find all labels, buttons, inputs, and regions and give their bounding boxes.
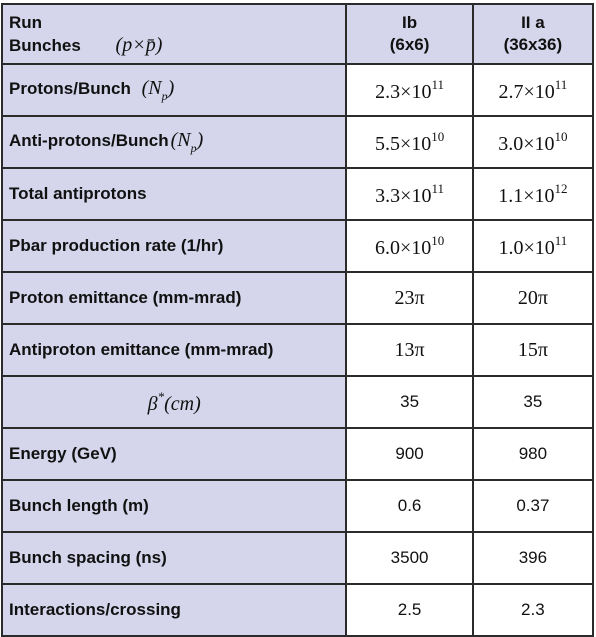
table-row: Energy (GeV) 900 980: [0, 427, 595, 481]
header-bunches: Bunches: [9, 35, 81, 55]
iia-value: 0.37: [471, 479, 595, 533]
ib-value: 0.6: [345, 479, 474, 533]
ib-value: 6.0×1010: [345, 219, 474, 273]
iia-value: 20π: [471, 271, 595, 325]
row-label: Protons/Bunch (Np): [0, 63, 348, 117]
header-ib-cell: Ib (6x6): [345, 3, 474, 65]
ib-value: 5.5×1010: [345, 115, 474, 169]
iia-value: 1.1×1012: [471, 167, 595, 221]
header-ib-sub: (6x6): [389, 35, 430, 54]
header-iia-title: II a: [521, 13, 545, 32]
iia-value: 980: [471, 427, 595, 481]
iia-value: 396: [471, 531, 595, 585]
header-formula: (p×p̄): [115, 33, 163, 56]
header-row: Run Bunches (p×p̄) Ib (6x6) II a (36x36): [0, 3, 595, 65]
ib-value: 900: [345, 427, 474, 481]
ib-value: 3.3×1011: [345, 167, 474, 221]
table-row: Pbar production rate (1/hr) 6.0×1010 1.0…: [0, 219, 595, 273]
header-iia-cell: II a (36x36): [471, 3, 595, 65]
ib-value: 3500: [345, 531, 474, 585]
table-row: Interactions/crossing 2.5 2.3: [0, 583, 595, 637]
table-row: Bunch spacing (ns) 3500 396: [0, 531, 595, 585]
iia-value: 15π: [471, 323, 595, 377]
row-label: Proton emittance (mm-mrad): [0, 271, 348, 325]
row-label: Bunch length (m): [0, 479, 348, 533]
table-row: Protons/Bunch (Np) 2.3×1011 2.7×1011: [0, 63, 595, 117]
iia-value: 1.0×1011: [471, 219, 595, 273]
ib-value: 13π: [345, 323, 474, 377]
iia-value: 2.3: [471, 583, 595, 637]
header-run: Run: [9, 12, 43, 32]
ib-value: 2.3×1011: [345, 63, 474, 117]
header-label-cell: Run Bunches (p×p̄): [0, 3, 348, 65]
row-label: β*(cm): [0, 375, 348, 429]
iia-value: 35: [471, 375, 595, 429]
row-label: Bunch spacing (ns): [0, 531, 348, 585]
ib-value: 2.5: [345, 583, 474, 637]
table-row: Proton emittance (mm-mrad) 23π 20π: [0, 271, 595, 325]
table-row: Antiproton emittance (mm-mrad) 13π 15π: [0, 323, 595, 377]
table-row: Bunch length (m) 0.6 0.37: [0, 479, 595, 533]
iia-value: 2.7×1011: [471, 63, 595, 117]
table-row: β*(cm) 35 35: [0, 375, 595, 429]
ib-value: 35: [345, 375, 474, 429]
table-row: Total antiprotons 3.3×1011 1.1×1012: [0, 167, 595, 221]
table-row: Anti-protons/Bunch (Np) 5.5×1010 3.0×1010: [0, 115, 595, 169]
ib-value: 23π: [345, 271, 474, 325]
row-label: Antiproton emittance (mm-mrad): [0, 323, 348, 377]
header-iia-sub: (36x36): [503, 35, 563, 54]
row-label: Interactions/crossing: [0, 583, 348, 637]
header-ib-title: Ib: [402, 13, 418, 32]
row-label: Anti-protons/Bunch (Np): [0, 115, 348, 169]
beam-parameters-table: Run Bunches (p×p̄) Ib (6x6) II a (36x36)…: [0, 3, 595, 637]
row-label: Energy (GeV): [0, 427, 348, 481]
row-label: Total antiprotons: [0, 167, 348, 221]
iia-value: 3.0×1010: [471, 115, 595, 169]
row-label: Pbar production rate (1/hr): [0, 219, 348, 273]
